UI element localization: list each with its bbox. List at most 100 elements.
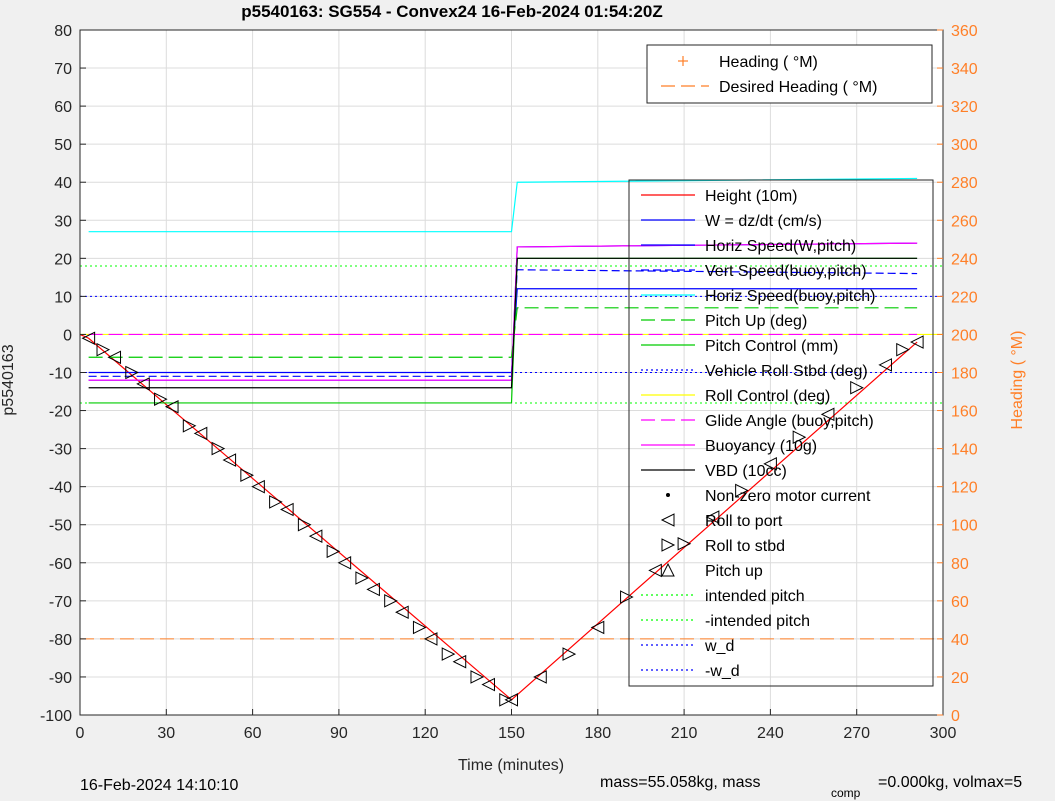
roll-to-stbd-marker	[297, 517, 312, 532]
roll-to-stbd-marker	[211, 441, 226, 456]
roll-to-port-marker	[820, 407, 835, 422]
series-line	[88, 257, 918, 389]
y-left-tick-label: -30	[49, 442, 72, 459]
y-right-tick-label: 0	[951, 708, 960, 725]
x-tick-label: 150	[498, 725, 525, 742]
y-left-tick-label: 0	[63, 327, 72, 344]
roll-to-port-marker	[504, 692, 518, 707]
y-right-tick-label: 200	[951, 327, 978, 344]
x-tick-label: 90	[330, 725, 348, 742]
roll-to-port-marker	[337, 555, 352, 570]
roll-to-stbd-marker	[620, 590, 634, 604]
legend-main-label: Vehicle Roll Stbd (deg)	[705, 363, 868, 380]
roll-to-stbd-marker	[562, 647, 577, 661]
legend-heading-label: Desired Heading ( °M)	[719, 79, 877, 96]
legend-main-label: Horiz Speed(buoy,pitch)	[705, 288, 875, 305]
x-axis-ticks: 0 30 60 90 120 150 180 210 240 270 300	[76, 709, 957, 742]
roll-to-port-marker	[107, 350, 122, 365]
legend-triangle-swatch	[661, 538, 676, 552]
roll-to-port-marker	[705, 510, 720, 524]
legend-main-label: Roll Control (deg)	[705, 388, 830, 405]
roll-to-stbd-marker	[182, 418, 197, 433]
series-line	[88, 269, 918, 377]
legend-dot-swatch	[666, 493, 670, 497]
footer-volmax: =0.000kg, volmax=5	[878, 774, 1022, 791]
y-left-axis-label: p5540163	[0, 344, 17, 415]
roll-to-port-marker	[590, 620, 605, 635]
footer-timestamp: 16-Feb-2024 14:10:10	[80, 777, 238, 794]
roll-to-port-marker	[136, 377, 150, 391]
legend-main-label: Horiz Speed(W,pitch)	[705, 238, 856, 255]
legend-main-label: Pitch up	[705, 563, 763, 580]
roll-to-stbd-marker	[792, 430, 807, 445]
roll-to-stbd-marker	[154, 392, 168, 406]
roll-to-port-marker	[164, 399, 179, 414]
y-left-tick-label: 50	[54, 137, 72, 154]
legend-main-label: Pitch Up (deg)	[705, 313, 807, 330]
roll-to-stbd-marker	[412, 620, 427, 635]
x-tick-label: 0	[76, 725, 85, 742]
roll-to-stbd-marker	[735, 483, 749, 498]
y-left-tick-label: 30	[54, 213, 72, 230]
legend-main-label: Non-zero motor current	[705, 488, 871, 505]
y-right-tick-label: 240	[951, 251, 978, 268]
roll-to-stbd-marker	[269, 495, 283, 509]
y-left-tick-label: 10	[54, 289, 72, 306]
footer-mass: mass=55.058kg, mass	[600, 774, 761, 791]
roll-to-port-marker	[395, 605, 409, 620]
y-right-tick-label: 260	[951, 213, 978, 230]
roll-to-stbd-marker	[850, 380, 864, 395]
roll-to-stbd-marker	[896, 342, 910, 357]
roll-to-port-marker	[878, 358, 892, 372]
roll-to-stbd-marker	[441, 647, 456, 661]
y-left-tick-label: -50	[49, 518, 72, 535]
y-left-tick-label: 20	[54, 251, 72, 268]
y-right-tick-label: 280	[951, 175, 978, 192]
y-left-tick-label: -10	[49, 366, 72, 383]
roll-to-stbd-marker	[384, 594, 398, 608]
roll-to-port-marker	[533, 670, 547, 684]
legend-main-label: intended pitch	[705, 588, 805, 605]
y-right-tick-label: 340	[951, 61, 978, 78]
roll-to-port-marker	[280, 502, 294, 517]
legend-main-label: Pitch Control (mm)	[705, 338, 838, 355]
x-tick-label: 60	[244, 725, 262, 742]
y-left-tick-label: 40	[54, 175, 72, 192]
roll-to-port-marker	[452, 654, 467, 669]
y-left-tick-label: 60	[54, 99, 72, 116]
y-right-tick-label: 360	[951, 23, 978, 40]
roll-to-stbd-marker	[240, 468, 254, 483]
roll-to-port-marker	[423, 632, 438, 646]
roll-to-stbd-marker	[677, 536, 692, 551]
y-right-tick-label: 320	[951, 99, 978, 116]
legend-main-label: Buoyancy (10g)	[705, 438, 817, 455]
x-tick-label: 300	[930, 725, 957, 742]
main-legend: Height (10m) W = dz/dt (cm/s) Horiz Speed(…	[628, 179, 934, 687]
roll-to-port-marker	[481, 677, 495, 692]
roll-to-stbd-marker	[326, 544, 341, 559]
x-tick-label: 120	[412, 725, 439, 742]
roll-to-port-marker	[251, 479, 265, 494]
roll-to-stbd-marker	[96, 342, 111, 357]
legend-main-label: Roll to port	[705, 513, 783, 530]
legend-main-label: Vert Speed(buoy,pitch)	[705, 263, 867, 280]
y-left-tick-label: -20	[49, 404, 72, 421]
y-left-tick-label: -90	[49, 670, 72, 687]
roll-to-port-marker	[366, 582, 380, 597]
y-right-tick-label: 220	[951, 289, 978, 306]
x-tick-label: 180	[584, 725, 611, 742]
y-right-tick-label: 40	[951, 632, 969, 649]
y-left-tick-label: -70	[49, 594, 72, 611]
roll-to-stbd-marker	[470, 670, 485, 684]
roll-to-stbd-marker	[499, 692, 513, 707]
legend-main-label: Roll to stbd	[705, 538, 785, 555]
y-right-tick-label: 20	[951, 670, 969, 687]
legend-main-label: Height (10m)	[705, 188, 797, 205]
y-right-axis-label: Heading ( °M)	[1009, 331, 1026, 430]
y-left-axis-ticks: 80 70 60 50 40 30 20 10 0 -10 -20 -30 -40 -50 -60 -70 -8…	[40, 23, 86, 725]
heading-legend: Heading ( °M) Desired Heading ( °M)	[646, 44, 933, 104]
y-left-tick-label: 80	[54, 23, 72, 40]
y-right-tick-label: 60	[951, 594, 969, 611]
heading-legend-box	[646, 44, 933, 104]
